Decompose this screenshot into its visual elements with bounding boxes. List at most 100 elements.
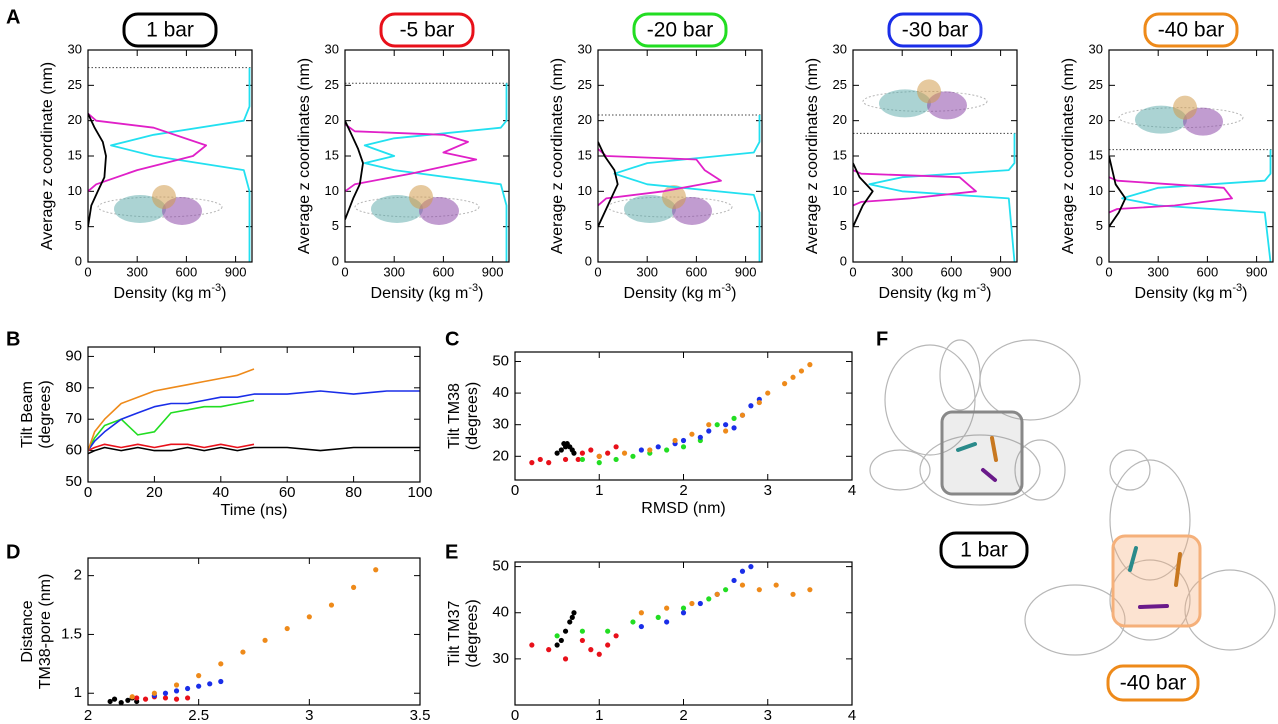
x-axis-label-part: Density (kg m: [624, 285, 722, 302]
scatter-point: [664, 605, 670, 611]
domain: [879, 89, 931, 118]
series-line: [853, 169, 977, 207]
title-box: [632, 12, 728, 48]
x-tick-label: 2: [679, 482, 687, 499]
x-tick-label: 300: [891, 264, 913, 279]
scatter-point: [605, 450, 611, 456]
scatter-point: [605, 628, 611, 634]
membrane: [354, 196, 480, 218]
x-tick-label: 4: [848, 707, 856, 724]
series-line: [853, 162, 874, 228]
y-axis-label: Average z coordinates (nm): [1060, 58, 1077, 254]
x-tick-label: 900: [990, 264, 1012, 279]
y-axis-label: Average z coordinates (nm): [296, 58, 313, 254]
y-axis-label: TM38-pore (nm): [37, 574, 54, 690]
scatter-point: [554, 450, 560, 456]
axes-frame: [852, 49, 1018, 263]
scatter-point: [579, 456, 586, 463]
y-tick-label: 80: [65, 379, 82, 396]
axes-frame: [597, 49, 763, 263]
x-axis-label-part: -3: [468, 282, 478, 294]
scatter-point: [748, 403, 754, 409]
plot-area: [1109, 149, 1272, 262]
y-tick-label: 0: [840, 253, 847, 268]
x-tick-label: 1: [595, 482, 603, 499]
highlight-box: [940, 410, 1024, 496]
scatter-point: [571, 450, 577, 456]
scatter-point: [697, 434, 703, 440]
scatter-point: [107, 698, 113, 705]
protein-cartoon: [862, 79, 988, 120]
title-box: [122, 12, 218, 48]
x-tick-label: 2: [679, 707, 687, 724]
axes-frame: [87, 346, 421, 483]
domain: [927, 91, 967, 120]
x-axis-label-part: ): [221, 285, 226, 302]
x-tick-label: 300: [1147, 264, 1169, 279]
chart-title: 1 bar: [146, 19, 194, 42]
y-tick-label: 70: [65, 410, 82, 427]
y-tick-label: 5: [332, 218, 339, 233]
plot-area: [345, 83, 508, 262]
x-tick-label: 600: [433, 264, 455, 279]
scatter-point: [579, 637, 586, 644]
scatter-point: [554, 642, 560, 648]
y-axis-label: Average z coordinates (nm): [549, 58, 566, 254]
y-tick-label: 5: [585, 218, 592, 233]
plot-area: [853, 133, 1016, 262]
scatter-point: [706, 428, 712, 434]
y-axis-label: Distance: [19, 600, 36, 662]
scatter-point: [672, 437, 678, 444]
highlight-box: [1111, 534, 1202, 628]
scatter-point: [756, 587, 762, 593]
scatter-point: [596, 460, 602, 466]
plot-area: [529, 362, 813, 466]
scatter-point: [647, 447, 653, 453]
panel-letter: E: [445, 541, 458, 563]
series-line: [613, 115, 761, 262]
y-axis-label: Tilt TM38: [446, 383, 463, 449]
x-axis-label-part: ): [1242, 285, 1247, 302]
x-axis-label: Density (kg m-3): [114, 282, 227, 302]
panel-letter: D: [6, 541, 20, 563]
x-tick-label: 40: [212, 484, 229, 501]
y-tick-label: 90: [65, 347, 82, 364]
x-tick-label: 600: [686, 264, 708, 279]
y-tick-label: 0: [585, 253, 592, 268]
x-tick-label: 300: [383, 264, 405, 279]
scatter-point: [562, 628, 569, 634]
scatter-point: [284, 625, 290, 632]
scatter-point: [567, 619, 573, 625]
panel-letter: A: [6, 6, 20, 28]
chart-title: -5 bar: [400, 19, 455, 42]
y-tick-label: 25: [68, 77, 82, 92]
scatter-point: [569, 614, 575, 620]
x-tick-label: 0: [511, 482, 519, 499]
scatter-point: [579, 450, 586, 456]
scatter-point: [125, 697, 131, 703]
title-box: [379, 12, 475, 48]
y-tick-label: 15: [68, 147, 82, 162]
scatter-point: [680, 444, 687, 450]
x-axis-label-part: Density (kg m: [1135, 285, 1233, 302]
scatter-point: [723, 587, 729, 593]
y-tick-label: 50: [65, 473, 82, 490]
scatter-point: [655, 614, 661, 620]
x-tick-label: 3: [764, 707, 772, 724]
scatter-point: [111, 696, 118, 702]
x-axis-label-part: Density (kg m: [371, 285, 469, 302]
scatter-point: [605, 642, 611, 648]
series-line: [598, 148, 722, 207]
domain: [1173, 95, 1197, 120]
series-line: [868, 133, 1016, 262]
x-tick-label: 0: [594, 264, 601, 279]
domain: [162, 197, 202, 225]
scatter-point: [790, 591, 796, 597]
y-tick-label: 10: [833, 183, 847, 198]
scatter-point: [588, 447, 594, 453]
scatter-point: [558, 447, 564, 453]
y-tick-label: 20: [325, 112, 339, 127]
x-tick-label: 3.5: [410, 707, 431, 724]
panel-letter: F: [876, 328, 888, 350]
scatter-point: [790, 374, 796, 380]
